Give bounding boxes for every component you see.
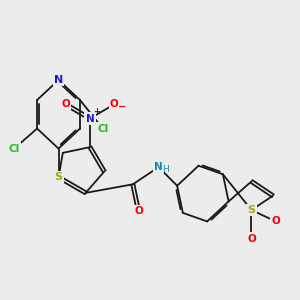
Text: S: S bbox=[55, 172, 62, 182]
Text: +: + bbox=[93, 107, 100, 116]
Text: O: O bbox=[247, 234, 256, 244]
Text: N: N bbox=[85, 114, 94, 124]
Text: O: O bbox=[61, 99, 70, 109]
Text: −: − bbox=[118, 101, 126, 111]
Text: Cl: Cl bbox=[9, 144, 20, 154]
Text: O: O bbox=[272, 216, 280, 226]
Text: S: S bbox=[248, 205, 256, 215]
Text: H: H bbox=[163, 165, 169, 174]
Text: O: O bbox=[134, 206, 143, 216]
Text: N: N bbox=[154, 162, 163, 172]
Text: N: N bbox=[54, 75, 63, 85]
Text: O: O bbox=[110, 99, 119, 109]
Text: Cl: Cl bbox=[97, 124, 109, 134]
